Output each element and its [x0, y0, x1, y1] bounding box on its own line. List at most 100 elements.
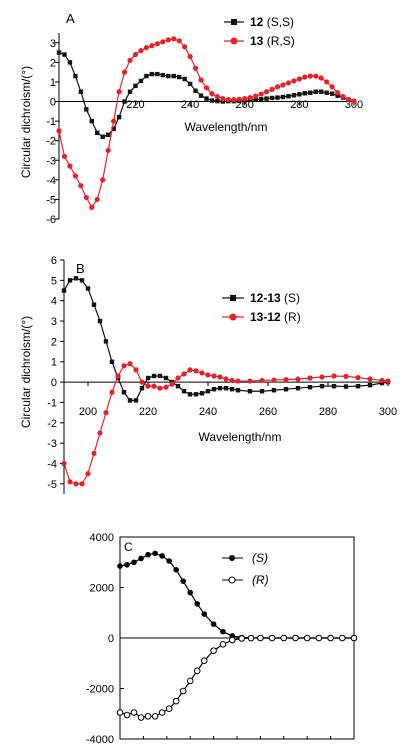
data-point	[103, 339, 109, 344]
data-point	[331, 373, 337, 379]
data-point	[171, 73, 176, 79]
data-point	[324, 90, 329, 95]
data-point	[271, 377, 277, 383]
data-point	[211, 387, 217, 392]
data-point	[307, 73, 313, 79]
data-point	[67, 163, 73, 169]
data-point	[187, 392, 193, 397]
data-point	[235, 378, 241, 384]
panel-b-x-axis-label: Wavelength/nm	[199, 430, 282, 444]
data-point	[307, 384, 313, 390]
data-point	[217, 374, 223, 380]
data-point	[181, 371, 187, 377]
y-tick-label: -4000	[86, 734, 114, 746]
data-point	[229, 387, 235, 392]
panel-a-y-axis-label: Circular dichroism/(°)	[19, 66, 33, 178]
panel-b-label: B	[76, 261, 85, 276]
data-point	[158, 709, 166, 716]
y-tick-label: 1	[50, 77, 56, 89]
data-point	[127, 398, 133, 403]
data-point	[62, 52, 67, 57]
data-point	[283, 387, 289, 392]
data-point	[132, 51, 139, 58]
data-point	[193, 88, 198, 93]
legend-panel-c: (S) (R)	[222, 551, 269, 587]
data-point	[225, 96, 231, 103]
data-point	[214, 94, 221, 100]
data-point	[149, 71, 155, 77]
x-tick-label: 240	[199, 406, 217, 418]
y-tick-label: -2000	[86, 684, 114, 696]
data-point	[187, 367, 193, 373]
panel-a-label: A	[66, 11, 75, 26]
data-point	[297, 92, 302, 97]
data-point	[84, 107, 89, 112]
data-point	[115, 373, 121, 379]
series-line	[119, 637, 354, 719]
data-point	[79, 481, 85, 487]
data-point	[385, 378, 391, 384]
panel-b-y-axis-label: Circular dichroism/(°)	[19, 316, 33, 428]
data-point	[247, 634, 255, 642]
data-point	[285, 80, 292, 86]
data-point	[131, 559, 137, 566]
data-point	[122, 99, 127, 104]
data-point	[111, 126, 116, 132]
y-tick-label: 4	[51, 296, 57, 308]
y-tick-label: 5	[51, 275, 57, 287]
data-point	[257, 634, 264, 642]
data-point	[275, 95, 280, 100]
y-tick-label: 4000	[90, 532, 114, 544]
data-point	[56, 50, 62, 55]
data-point	[95, 130, 100, 136]
data-point	[176, 38, 182, 44]
data-point	[127, 89, 133, 94]
data-point	[258, 96, 264, 102]
data-point	[379, 377, 385, 384]
data-point	[355, 375, 361, 381]
data-point	[123, 711, 131, 719]
data-point	[145, 375, 151, 381]
data-point	[89, 204, 95, 210]
y-tick-label: -1	[47, 397, 57, 409]
data-point	[138, 78, 144, 84]
panel-a: A Circular dichroism/(°) Wavelength/nm 1…	[19, 11, 363, 226]
data-point	[159, 553, 165, 559]
data-point	[220, 95, 226, 102]
legend-marker-circle	[230, 37, 238, 45]
data-point	[61, 153, 68, 159]
y-tick-label: 0	[51, 377, 57, 389]
data-point	[105, 147, 111, 154]
data-point	[340, 94, 346, 100]
data-point	[78, 183, 84, 189]
data-point	[269, 86, 275, 92]
data-point	[151, 712, 159, 720]
data-point	[100, 177, 106, 183]
data-point	[259, 377, 265, 384]
data-point	[343, 373, 349, 379]
data-point	[253, 93, 259, 99]
data-point	[182, 76, 187, 82]
data-point	[193, 368, 199, 374]
y-tick-label: 3	[51, 316, 57, 328]
data-point	[186, 677, 194, 685]
data-point	[187, 81, 193, 87]
data-point	[138, 555, 144, 562]
data-point	[199, 370, 205, 376]
data-point	[271, 388, 277, 393]
data-point	[242, 95, 248, 102]
y-tick-label: 1	[51, 357, 57, 369]
data-point	[253, 97, 258, 102]
data-point	[302, 74, 308, 80]
data-point	[280, 82, 286, 88]
data-point	[193, 392, 199, 397]
y-tick-label: -5	[46, 194, 56, 206]
data-point	[175, 375, 181, 381]
data-point	[269, 95, 275, 101]
y-tick-label: -4	[47, 458, 57, 470]
data-point	[61, 288, 67, 293]
data-point	[105, 132, 111, 138]
data-point	[166, 73, 171, 79]
data-point	[193, 667, 201, 675]
data-point	[268, 634, 276, 642]
